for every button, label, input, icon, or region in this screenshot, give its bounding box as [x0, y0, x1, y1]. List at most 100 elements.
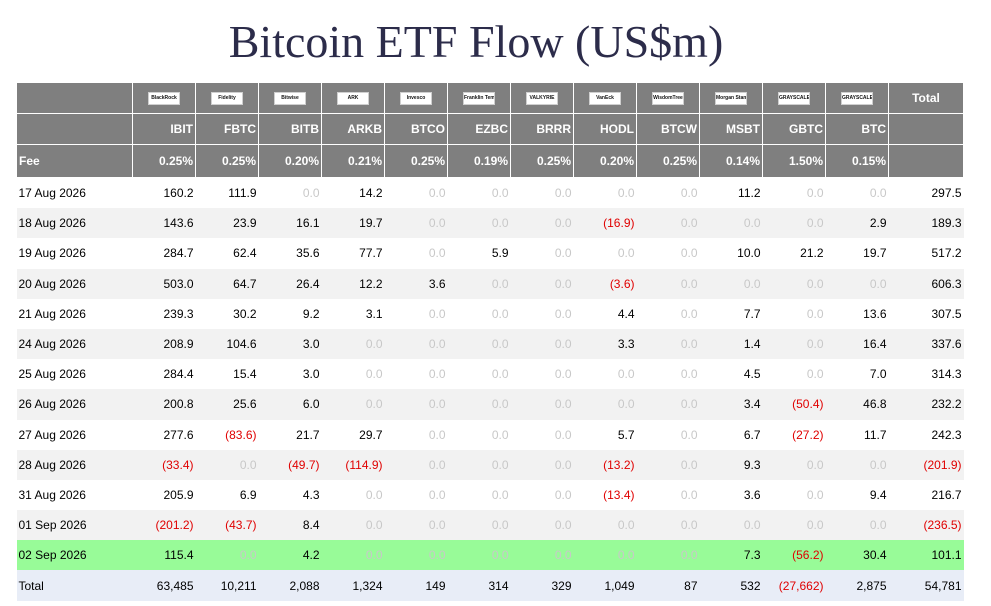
flow-cell: 0.0	[447, 389, 511, 420]
flow-cell: (3.6)	[573, 268, 637, 299]
issuer-logo-msbt: Morgan Stanley	[715, 92, 747, 106]
flow-cell: (50.4)	[762, 389, 826, 420]
header-logo-cell: ARK	[321, 82, 385, 114]
flow-cell: 0.0	[384, 540, 448, 571]
flow-cell: 14.2	[359, 186, 383, 201]
flow-cell: 3.6	[743, 487, 761, 502]
table-row: 18 Aug 2026 143.6 23.9 16.1 19.7 0.0 0.0 0.0 (16…	[16, 208, 964, 239]
flow-cell: 277.6	[163, 427, 194, 442]
flow-cell: 62.4	[233, 246, 257, 261]
flow-cell: 16.4	[825, 328, 889, 360]
issuer-logo-ibit: BlackRock	[148, 92, 180, 106]
flow-cell: 0.0	[491, 367, 509, 382]
flow-cell: 0.0	[447, 328, 511, 360]
flow-cell: (16.9)	[573, 208, 637, 239]
flow-cell: 0.0	[428, 487, 446, 502]
total-cell: 54,781	[888, 570, 964, 601]
flow-cell: 0.0	[447, 510, 511, 541]
date-cell: 17 Aug 2026	[18, 186, 86, 201]
flow-cell: 1.4	[699, 328, 763, 360]
flow-cell: 3.0	[302, 367, 320, 382]
table-row: 24 Aug 2026 208.9 104.6 3.0 0.0 0.0 0.0 0.0 3.3 0…	[16, 328, 964, 360]
header-logo-cell: Morgan Stanley	[699, 82, 763, 114]
header-logo-cell: BlackRock	[132, 82, 196, 114]
date-cell: 01 Sep 2026	[16, 510, 133, 541]
flow-cell: 0.0	[510, 389, 574, 420]
ticker-header: BTCO	[384, 113, 448, 145]
row-total-cell: (201.9)	[888, 449, 964, 480]
header-logo-cell: Invesco	[384, 82, 448, 114]
flow-cell: 0.0	[573, 540, 637, 571]
header-logo-cell: VanEck	[573, 82, 637, 114]
flow-cell: (43.7)	[195, 510, 259, 541]
issuer-logo-arkb: ARK	[337, 92, 369, 106]
ticker-header: BTC	[825, 113, 889, 145]
issuer-logo-hodl: VanEck	[589, 92, 621, 106]
flow-cell: 104.6	[195, 328, 259, 360]
fee-cell: 1.50%	[762, 144, 826, 178]
issuer-logo-brrr: VALKYRIE	[526, 92, 558, 106]
date-cell: 26 Aug 2026	[16, 389, 133, 420]
flow-cell: 0.0	[428, 367, 446, 382]
flow-cell: 7.0	[869, 367, 887, 382]
flow-cell: 0.0	[554, 427, 572, 442]
flow-cell: 0.0	[365, 367, 383, 382]
flow-cell: 0.0	[680, 186, 698, 201]
flow-cell: 0.0	[491, 186, 509, 201]
row-total-cell: 297.5	[931, 186, 962, 201]
fee-cell: 0.21%	[321, 144, 385, 178]
issuer-logo-bitb: Bitwise	[274, 92, 306, 106]
issuer-logo-btc: GRAYSCALE	[841, 92, 873, 106]
flow-cell: 9.3	[699, 449, 763, 480]
flow-cell: (13.4)	[603, 487, 635, 502]
total-cell: 10,211	[195, 570, 259, 601]
fee-cell: 0.20%	[573, 144, 637, 178]
flow-cell: 2.9	[825, 208, 889, 239]
flow-cell: 0.0	[762, 449, 826, 480]
flow-cell: 5.9	[491, 246, 509, 261]
flow-cell: 0.0	[447, 449, 511, 480]
flow-cell: 0.0	[680, 306, 698, 321]
flow-cell: 4.4	[617, 306, 635, 321]
flow-cell: 0.0	[428, 186, 446, 201]
flow-cell: 0.0	[384, 510, 448, 541]
date-cell: 31 Aug 2026	[18, 487, 86, 502]
flow-cell: 284.4	[163, 367, 194, 382]
flow-cell: 16.1	[258, 208, 322, 239]
flow-cell: (33.4)	[132, 449, 196, 480]
row-total-cell: 314.3	[931, 367, 962, 382]
ticker-header: ARKB	[321, 113, 385, 145]
issuer-logo-gbtc: GRAYSCALE	[778, 92, 810, 106]
flow-cell: 0.0	[428, 427, 446, 442]
total-cell: 329	[510, 570, 574, 601]
flow-cell: 9.2	[302, 306, 320, 321]
total-cell: (27,662)	[762, 570, 826, 601]
flow-cell: 0.0	[825, 268, 889, 299]
header-logo-row: BlackRock Fidelity Bitwise ARK Invesco Frankl…	[16, 82, 964, 114]
flow-cell: 3.1	[365, 306, 383, 321]
flow-cell: 0.0	[428, 246, 446, 261]
header-ticker-row: IBIT FBTC BITB ARKB BTCO EZBC BRRR HODL BTCW MSBT…	[16, 113, 964, 145]
issuer-logo-btcw: WisdomTree	[652, 92, 684, 106]
flow-cell: 0.0	[510, 540, 574, 571]
issuer-logo-ezbc: Franklin Templeton	[463, 92, 495, 106]
etf-flow-table: BlackRock Fidelity Bitwise ARK Invesco Frankl…	[16, 82, 964, 601]
flow-cell: 0.0	[762, 268, 826, 299]
flow-cell: 284.7	[163, 246, 194, 261]
flow-cell: 0.0	[869, 186, 887, 201]
total-cell: 149	[384, 570, 448, 601]
flow-cell: 0.0	[699, 510, 763, 541]
flow-cell: 503.0	[132, 268, 196, 299]
flow-cell: (27.2)	[792, 427, 824, 442]
flow-cell: 0.0	[762, 510, 826, 541]
total-cell: 532	[699, 570, 763, 601]
flow-cell: 0.0	[491, 487, 509, 502]
flow-cell: 0.0	[365, 487, 383, 502]
flow-cell: 0.0	[321, 328, 385, 360]
flow-cell: 30.4	[825, 540, 889, 571]
table-row: 21 Aug 2026 239.3 30.2 9.2 3.1 0.0 0.0 0.0 4.4 0.…	[17, 299, 964, 329]
flow-cell: 0.0	[384, 389, 448, 420]
fee-label: Fee	[16, 144, 133, 178]
table-row: 17 Aug 2026 160.2 111.9 0.0 14.2 0.0 0.0 0.0 0.0…	[17, 178, 964, 209]
flow-cell: 0.0	[699, 268, 763, 299]
